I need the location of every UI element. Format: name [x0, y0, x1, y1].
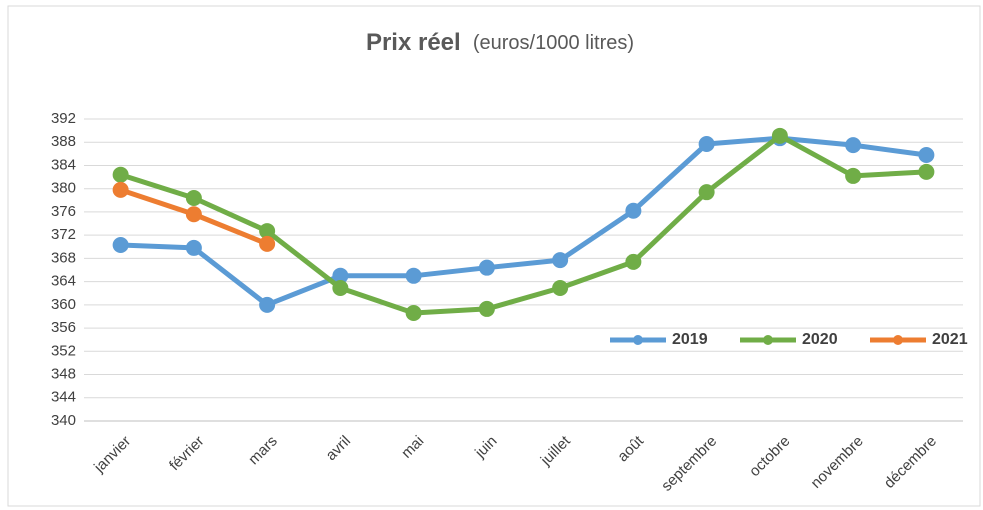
- y-tick-label: 348: [51, 366, 76, 383]
- data-point: [332, 280, 349, 297]
- legend-label: 2020: [802, 331, 838, 348]
- data-point: [185, 189, 202, 206]
- y-tick-label: 384: [51, 156, 76, 173]
- chart-title-group: Prix réel (euros/1000 litres): [366, 29, 634, 56]
- data-point: [112, 166, 129, 183]
- legend-label: 2021: [932, 331, 968, 348]
- y-tick-label: 360: [51, 296, 76, 313]
- y-tick-label: 340: [51, 412, 76, 429]
- y-tick-label: 388: [51, 133, 76, 150]
- data-point: [185, 206, 202, 223]
- y-tick-label: 392: [51, 110, 76, 127]
- data-point: [259, 235, 276, 252]
- legend-marker: [633, 335, 643, 345]
- data-point: [405, 304, 422, 321]
- data-point: [698, 135, 715, 152]
- data-point: [112, 237, 129, 254]
- data-point: [552, 252, 569, 269]
- legend-marker: [893, 335, 903, 345]
- data-point: [478, 300, 495, 317]
- y-tick-label: 364: [51, 273, 76, 290]
- data-point: [259, 223, 276, 240]
- data-point: [552, 280, 569, 297]
- data-point: [259, 296, 276, 313]
- data-point: [918, 147, 935, 164]
- chart-border: [7, 5, 981, 507]
- data-point: [845, 137, 862, 154]
- legend-label: 2019: [672, 331, 708, 348]
- y-tick-label: 344: [51, 389, 76, 406]
- y-tick-label: 380: [51, 180, 76, 197]
- y-tick-label: 376: [51, 203, 76, 220]
- y-tick-label: 352: [51, 342, 76, 359]
- data-point: [625, 253, 642, 270]
- data-point: [918, 163, 935, 180]
- data-point: [698, 184, 715, 201]
- data-point: [771, 127, 788, 144]
- series-line: [119, 133, 927, 316]
- y-tick-label: 372: [51, 226, 76, 243]
- data-point: [185, 239, 202, 256]
- y-tick-label: 368: [51, 249, 76, 266]
- data-point: [405, 267, 422, 284]
- chart-title: Prix réel: [366, 29, 461, 56]
- data-point: [625, 202, 642, 219]
- legend-marker: [763, 335, 773, 345]
- series-line: [120, 135, 927, 308]
- data-point: [478, 259, 495, 276]
- data-point: [845, 167, 862, 184]
- chart-subtitle: (euros/1000 litres): [473, 32, 634, 54]
- y-tick-label: 356: [51, 319, 76, 336]
- data-point: [112, 181, 129, 198]
- data-point: [332, 267, 349, 284]
